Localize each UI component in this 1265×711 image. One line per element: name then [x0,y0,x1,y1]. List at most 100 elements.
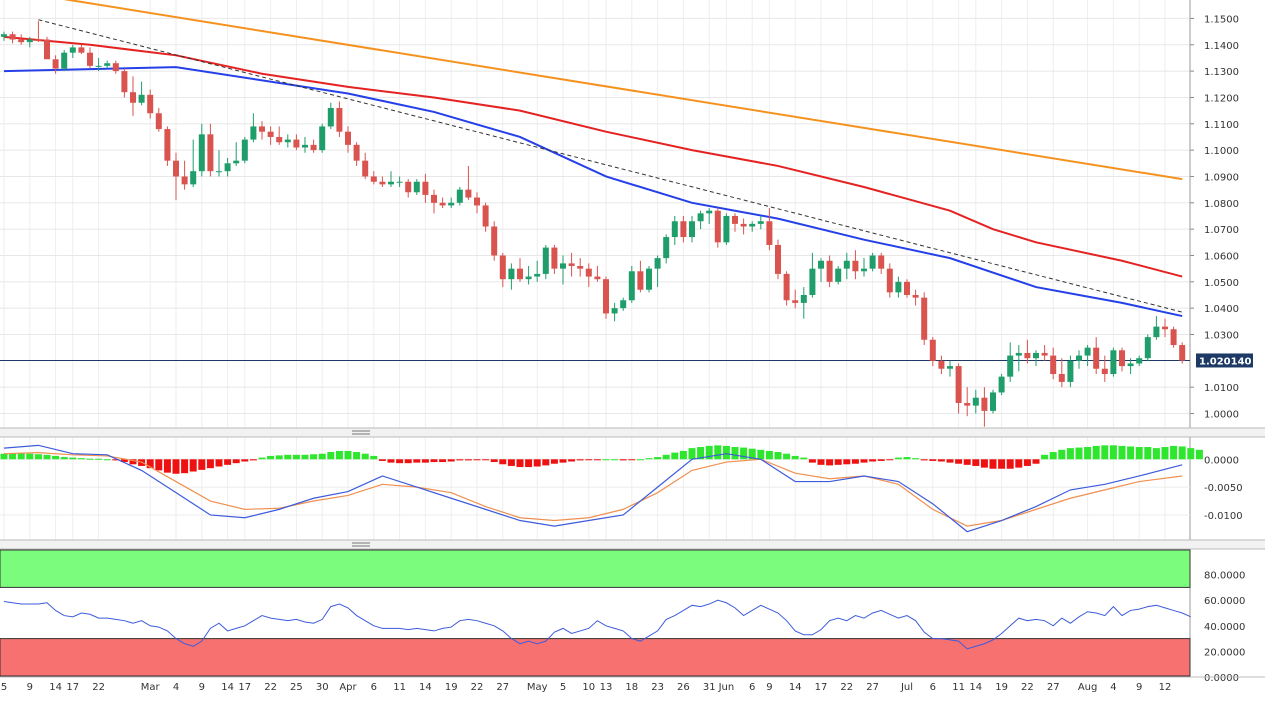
macd-histogram-bar [232,459,240,464]
candle-bear [52,59,59,69]
candle-bull [749,223,756,227]
candle-bear [603,279,609,314]
macd-histogram-bar [550,459,558,464]
x-tick-label: 5 [560,682,566,693]
macd-histogram-bar [378,459,386,461]
macd-histogram-bar [439,459,447,463]
macd-histogram-bar [1092,445,1100,460]
macd-histogram-bar [120,459,128,463]
x-tick-label: 22 [264,682,277,693]
macd-histogram-bar [430,459,438,463]
candle-bull [1007,355,1014,377]
current-price-tag [1196,353,1253,368]
x-tick-label: 6 [749,682,755,693]
candle-bull [1127,363,1134,367]
macd-histogram-bar [955,459,963,464]
candle-bull [413,181,420,193]
x-axis: 5 9 14 17 22 Mar 4 9 14 17 22 25 30 Apr 6 11 14 19 22 27 May… [0,676,1265,693]
y-tick-label: 1.1000 [1204,146,1239,157]
macd-histogram-bar [17,453,25,460]
candle-bull [26,39,33,43]
y-tick-label: 1.1200 [1204,93,1239,104]
candle-bear [680,221,687,238]
macd-histogram-bar [129,459,137,465]
y-tick-label: -0.0100 [1204,511,1243,522]
macd-histogram-bar [361,453,369,460]
candle-bear [336,107,343,132]
x-tick-label: 6 [930,682,936,693]
candle-bear [207,134,214,172]
y-tick-label: 80.0000 [1204,571,1245,582]
x-tick-label: 31 [703,682,716,693]
candle-bear [87,52,93,66]
macd-histogram-bar [456,459,464,461]
candle-bull [1136,358,1143,364]
candle-bear [164,129,171,161]
x-tick-label: 17 [66,682,79,693]
candle-bull [723,215,730,243]
x-tick-label: 22 [471,682,484,693]
macd-histogram-bar [860,459,868,463]
candle-bear [1179,345,1186,361]
candle-bear [1162,326,1168,330]
macd-histogram-bar [602,459,610,461]
macd-histogram-bar [318,453,326,460]
candle-bear [44,39,50,60]
candle-bear [362,160,369,177]
candle-bull [250,126,257,140]
candle-bull [104,63,111,66]
macd-histogram-bar [688,448,696,460]
macd-histogram-bar [843,459,851,465]
macd-histogram-bar [1049,452,1057,460]
macd-histogram-bar [1066,448,1074,460]
candle-bull [809,268,816,295]
candle-bear [1101,368,1108,375]
macd-histogram-bar [998,459,1006,469]
macd-histogram-bar [1127,446,1135,460]
candle-bull [190,171,197,185]
x-tick-label: 6 [371,682,377,693]
candle-bull [611,308,618,314]
y-tick-label: 1.0100 [1204,383,1239,394]
macd-histogram-bar [525,459,533,468]
macd-histogram-bar [241,459,249,462]
candle-bull [663,237,670,259]
candle-bull [706,210,713,214]
candle-bear [405,181,412,193]
x-tick-label: 25 [290,682,303,693]
macd-histogram-bar [1135,447,1143,460]
candle-bear [517,268,523,280]
macd-histogram-bar [215,459,223,467]
macd-histogram-bar [894,457,902,460]
price-axis: 1.1500 1.1400 1.1300 1.1200 1.1100 1.1000 1.09… [0,14,1239,421]
candle-bull [1084,347,1091,356]
candle-bull [1067,360,1074,382]
macd-histogram-bar [0,453,8,460]
candle-bull [327,107,334,127]
macd-histogram-bar [585,459,593,461]
candle-bull [800,294,807,303]
candle-bear [585,268,592,277]
macd-histogram-bar [757,449,765,460]
candle-bear [439,202,446,206]
macd-histogram-bar [705,445,713,460]
candle-bear [792,300,799,303]
macd-line [3,444,1183,533]
macd-histogram-bar [447,459,455,462]
macd-histogram-bar [980,459,988,468]
macd-histogram-bar [645,458,653,460]
candle-bull [671,221,678,238]
macd-histogram-bar [335,450,343,460]
x-tick-label: 9 [27,682,33,693]
candle-bear [594,276,601,280]
macd-histogram-bar [301,454,309,460]
x-tick-label: 12 [1159,682,1172,693]
macd-histogram-bar [654,457,662,460]
candle-bear [921,297,928,340]
x-tick-label: 9 [199,682,205,693]
candle-bear [35,39,42,41]
macd-histogram-bar [1075,447,1083,460]
y-tick-label: 1.0700 [1204,225,1239,236]
candle-bear [78,47,85,53]
macd-histogram-bar [1118,445,1126,460]
